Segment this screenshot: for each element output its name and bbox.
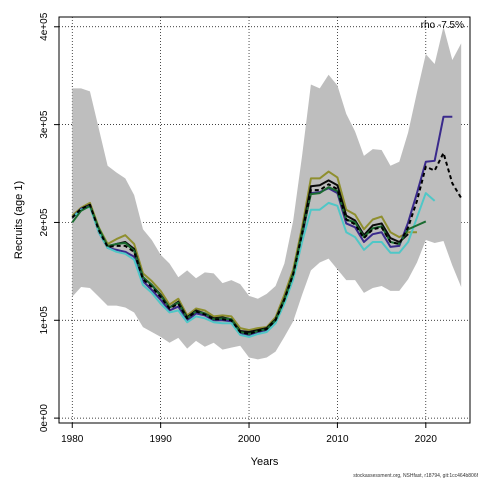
series-line-6 <box>71 151 463 335</box>
series-line-5 <box>71 186 427 335</box>
confidence-band-area <box>72 26 462 360</box>
series-lines <box>71 115 463 338</box>
series-line-4 <box>71 192 436 338</box>
y-axis-title: Recruits (age 1) <box>13 181 25 259</box>
y-tick-label: 1e+05 <box>39 306 50 335</box>
x-axis: 1980 1990 2000 2010 2020 <box>61 423 437 445</box>
series-line-1 <box>71 170 417 332</box>
rho-annotation: rho -7.5% <box>421 20 464 31</box>
plot-frame <box>58 16 471 424</box>
y-tick-label: 4e+05 <box>39 12 50 41</box>
x-tick-label: 2000 <box>238 434 261 445</box>
x-axis-title: Years <box>251 456 279 468</box>
y-axis: 0e+00 1e+05 2e+05 3e+05 4e+05 <box>39 12 59 432</box>
footer-credit: stockassessment.org, NSHfast, r18794, gi… <box>353 473 478 479</box>
confidence-band <box>72 26 462 360</box>
x-tick-label: 2010 <box>326 434 349 445</box>
x-tick-label: 1990 <box>150 434 173 445</box>
y-tick-label: 3e+05 <box>39 110 50 139</box>
y-tick-label: 0e+00 <box>39 404 50 433</box>
x-tick-label: 2020 <box>415 434 438 445</box>
y-tick-label: 2e+05 <box>39 208 50 237</box>
x-tick-label: 1980 <box>61 434 84 445</box>
